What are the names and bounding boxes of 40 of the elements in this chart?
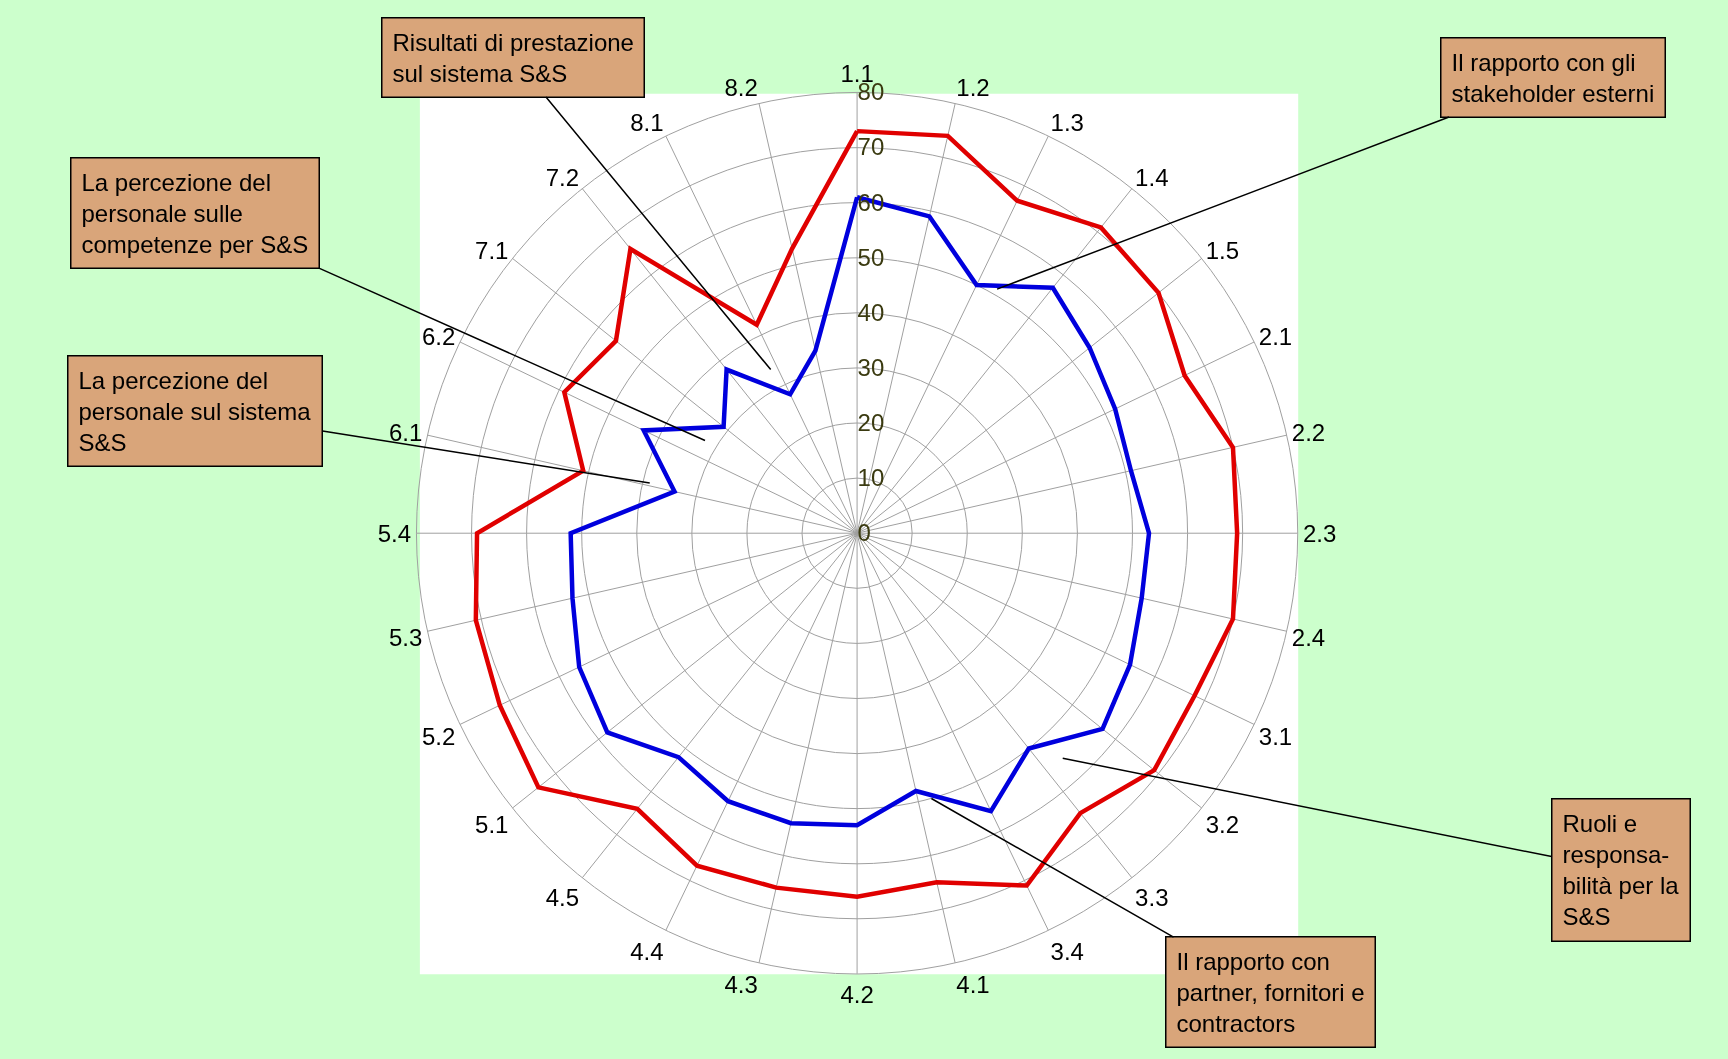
y-tick-label: 20 [857,408,885,436]
y-tick-label: 10 [857,463,885,491]
spoke-label: 3.4 [1050,938,1084,966]
spoke-label: 4.2 [840,981,874,1009]
spoke-label: 5.2 [421,722,456,750]
spoke-label: 1.5 [1205,236,1240,264]
text: La percezione del personale sul sistema S&S [78,366,312,456]
spoke-label: 8.2 [724,73,758,101]
spoke-label: 6.2 [421,323,456,351]
spoke-label: 3.3 [1135,883,1169,911]
y-tick-label: 0 [857,519,871,547]
spoke-label: 2.2 [1291,419,1326,447]
text: Il rapporto con gli stakeholder esterni [1451,48,1655,107]
text: Risultati di prestazione sul sistema S&S [392,28,634,87]
text: Ruoli e responsa- bilità per la S&S [1562,809,1680,931]
y-tick-label: 30 [857,353,885,381]
spoke-label: 4.1 [956,971,990,999]
spoke-label: 3.2 [1205,810,1240,838]
y-tick-label: 40 [857,298,885,326]
spoke-label: 7.2 [545,164,580,192]
spoke-label: 1.2 [956,73,990,101]
spoke-label: 8.1 [630,108,664,136]
spoke-label: 2.3 [1303,519,1337,547]
spoke-label: 5.3 [388,623,423,651]
spoke-label: 5.1 [475,810,509,838]
spoke-label: 7.1 [475,236,509,264]
text: Il rapporto con partner, fornitori e contractors [1176,947,1365,1037]
spoke-label: 4.4 [630,938,664,966]
spoke-label: 1.4 [1135,164,1169,192]
spoke-label: 6.1 [388,419,423,447]
spoke-label: 5.4 [377,519,412,547]
text: La percezione del personale sulle competenze per S&S [81,168,309,258]
spoke-label: 4.5 [545,883,580,911]
spoke-label: 3.1 [1258,722,1293,750]
spoke-label: 2.1 [1258,323,1293,351]
spoke-label: 2.4 [1291,623,1326,651]
y-tick-label: 50 [857,243,885,271]
spoke-label: 1.3 [1050,108,1084,136]
y-tick-label: 70 [857,133,885,161]
spoke-label: 4.3 [724,971,758,999]
